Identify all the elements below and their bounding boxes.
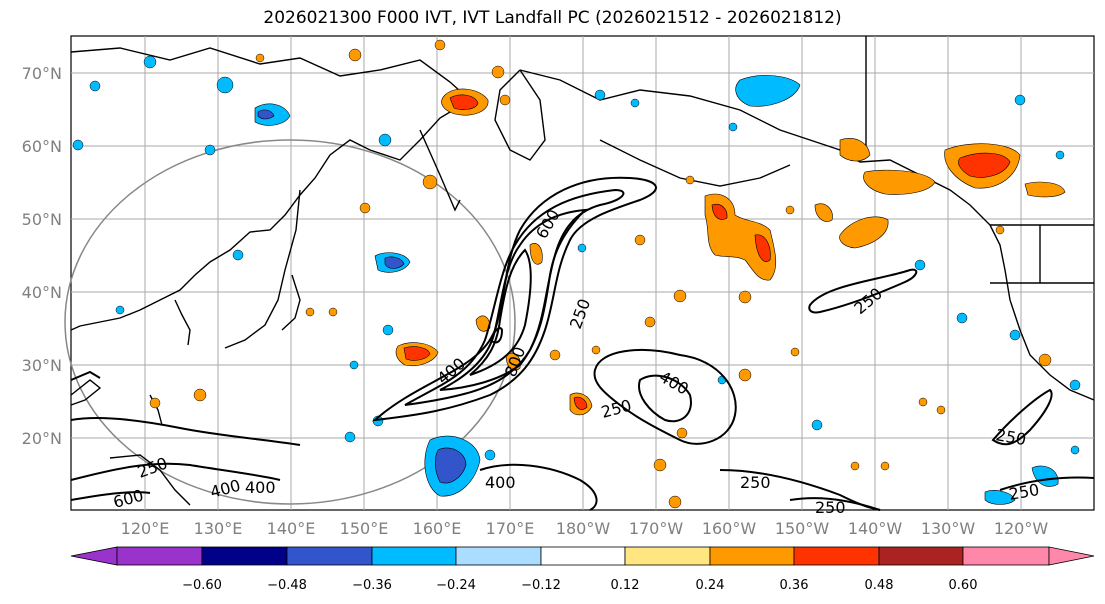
colorbar-tick: −0.36 <box>352 578 392 593</box>
lon-label: 120°W <box>994 519 1049 538</box>
contour-label: 400 <box>245 478 276 497</box>
small-anomalies <box>72 39 1081 509</box>
anomaly-fields <box>254 75 1066 505</box>
lon-label: 180°W <box>556 519 611 538</box>
lat-label: 60°N <box>22 137 62 156</box>
lat-label: 30°N <box>22 356 62 375</box>
colorbar-tick: 0.60 <box>949 578 978 593</box>
colorbar-segment <box>455 546 542 566</box>
colorbar-tick: 0.48 <box>865 578 894 593</box>
colorbar-tick: 0.24 <box>696 578 725 593</box>
ivt-contours <box>70 176 1095 511</box>
colorbar-segment <box>962 546 1050 566</box>
colorbar-segment <box>286 546 373 566</box>
lon-label: 170°W <box>629 519 684 538</box>
lat-label: 50°N <box>22 210 62 229</box>
colorbar-tick: −0.24 <box>436 578 476 593</box>
colorbar-segment <box>371 546 457 566</box>
lon-label: 150°E <box>340 519 389 538</box>
contour-label: 400 <box>485 473 516 492</box>
lat-label: 70°N <box>22 64 62 83</box>
colorbar-tick: −0.60 <box>182 578 222 593</box>
colorbar-segment <box>878 546 964 566</box>
colorbar-segment <box>624 546 711 566</box>
lon-label: 140°E <box>267 519 316 538</box>
colorbar-segment <box>1048 546 1095 566</box>
lon-label: 150°W <box>775 519 830 538</box>
colorbar-segment <box>70 546 118 566</box>
range-circle <box>64 139 516 505</box>
colorbar-segment <box>793 546 880 566</box>
longitude-labels: 120°E 130°E 140°E 150°E 160°E 170°E 180°… <box>121 519 1049 538</box>
latitude-labels: 70°N 60°N 50°N 40°N 30°N 20°N <box>22 64 62 448</box>
colorbar-segment <box>709 546 795 566</box>
map-title: 2026021300 F000 IVT, IVT Landfall PC (20… <box>263 8 842 28</box>
colorbar-segment <box>201 546 288 566</box>
colorbar-segment <box>540 546 626 566</box>
colorbar-tick: −0.48 <box>267 578 307 593</box>
lat-label: 40°N <box>22 283 62 302</box>
lon-label: 160°E <box>413 519 462 538</box>
colorbar-tick: 0.36 <box>780 578 809 593</box>
colorbar <box>70 546 1095 566</box>
contour-label: 250 <box>815 498 846 517</box>
lon-label: 120°E <box>121 519 170 538</box>
lon-label: 160°W <box>702 519 757 538</box>
lon-label: 140°W <box>848 519 903 538</box>
lon-label: 130°W <box>921 519 976 538</box>
colorbar-tick: −0.12 <box>521 578 561 593</box>
lon-label: 170°E <box>486 519 535 538</box>
lon-label: 130°E <box>194 519 243 538</box>
colorbar-segment <box>116 546 203 566</box>
colorbar-ticks: −0.60 −0.48 −0.36 −0.24 −0.12 0.12 0.24 … <box>182 578 977 593</box>
contour-label: 250 <box>740 473 771 492</box>
lat-label: 20°N <box>22 429 62 448</box>
colorbar-tick: 0.12 <box>611 578 640 593</box>
